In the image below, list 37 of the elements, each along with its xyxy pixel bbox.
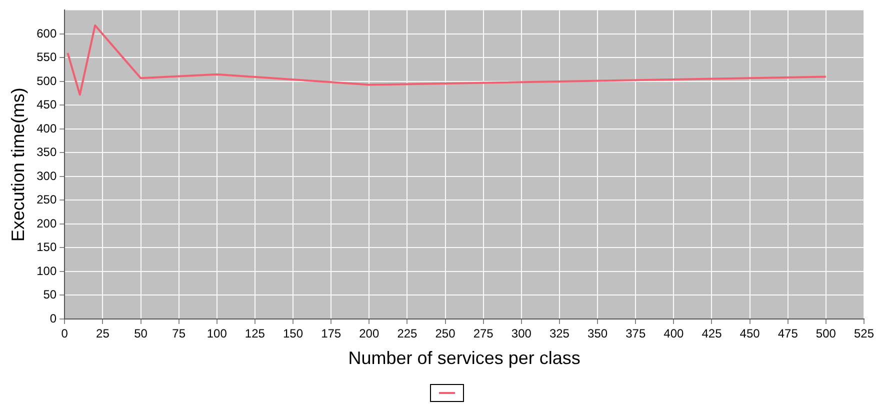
- x-tick-label: 225: [397, 326, 418, 341]
- y-tick-label: 200: [36, 216, 57, 230]
- x-tick-label: 325: [549, 326, 570, 341]
- x-tick-label: 200: [359, 326, 380, 341]
- x-tick-label: 250: [435, 326, 456, 341]
- x-tick-label: 450: [740, 326, 760, 341]
- y-tick-label: 250: [36, 192, 57, 207]
- x-tick-label: 375: [626, 326, 646, 341]
- y-tick-label: 100: [36, 264, 57, 278]
- x-tick-label: 25: [96, 326, 110, 341]
- x-tick-label: 350: [588, 326, 608, 341]
- x-tick-label: 50: [134, 326, 148, 341]
- y-tick-label: 400: [36, 121, 57, 136]
- x-tick-label: 0: [61, 326, 68, 341]
- x-tick-label: 125: [244, 326, 266, 341]
- y-tick-label: 50: [43, 288, 57, 302]
- y-tick-label: 300: [36, 168, 57, 183]
- x-tick-label: 300: [511, 326, 532, 341]
- y-tick-label: 450: [36, 98, 57, 112]
- x-tick-label: 75: [172, 326, 186, 341]
- x-tick-label: 400: [664, 326, 684, 341]
- x-tick-label: 500: [816, 326, 836, 341]
- x-tick-label: 150: [283, 326, 304, 341]
- x-tick-label: 100: [206, 326, 228, 341]
- x-tick-label: 525: [854, 326, 874, 341]
- x-tick-label: 425: [702, 326, 722, 341]
- y-tick-label: 350: [36, 145, 57, 160]
- x-tick-label: 275: [473, 326, 494, 341]
- y-tick-label: 0: [50, 311, 57, 326]
- x-tick-label: 475: [778, 326, 798, 341]
- y-tick-label: 600: [36, 26, 57, 40]
- y-tick-label: 150: [36, 240, 57, 254]
- y-axis-title: Execution time(ms): [8, 88, 28, 242]
- y-tick-label: 500: [36, 74, 57, 88]
- x-axis-title: Number of services per class: [348, 348, 580, 368]
- y-tick-label: 550: [36, 50, 57, 64]
- x-tick-label: 175: [321, 326, 342, 341]
